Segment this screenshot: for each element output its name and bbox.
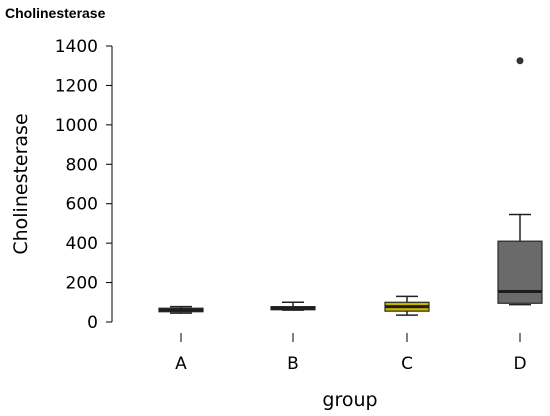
y-tick-label: 1400 xyxy=(55,37,98,57)
x-tick-label: C xyxy=(401,354,413,374)
y-tick-label: 1200 xyxy=(55,76,98,96)
group-d-box xyxy=(497,240,543,304)
group-d-outlier xyxy=(516,57,524,65)
y-tick-label: 200 xyxy=(66,274,98,294)
y-tick-label: 400 xyxy=(66,234,98,254)
x-axis-label: group xyxy=(322,389,377,411)
x-tick-label: B xyxy=(287,354,299,374)
x-tick-label: D xyxy=(513,354,526,374)
chart-title: Cholinesterase xyxy=(5,5,106,21)
y-tick-label: 600 xyxy=(66,195,98,215)
y-tick-label: 800 xyxy=(66,155,98,175)
y-axis-label: Cholinesterase xyxy=(10,113,32,254)
y-tick-label: 0 xyxy=(87,313,98,333)
y-tick-label: 1000 xyxy=(55,116,98,136)
x-tick-label: A xyxy=(175,354,187,374)
